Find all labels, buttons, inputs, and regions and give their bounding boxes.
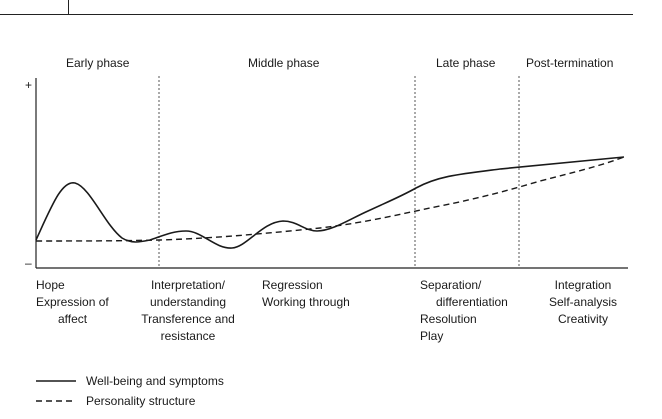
stage-early-line-2: Expression of: [36, 295, 109, 309]
stage-integration-line-3: Creativity: [557, 312, 608, 326]
stage-interpretation-line-1: Interpretation/: [150, 278, 226, 292]
axis-minus-label: –: [25, 256, 32, 270]
legend-solid-label: Well-being and symptoms: [86, 374, 224, 388]
header-rule: [0, 0, 633, 15]
stage-interpretation-line-3: Transference and: [141, 312, 235, 326]
stage-separation-line-2: differentiation: [436, 295, 508, 309]
stage-regression-line-1: Regression: [262, 278, 323, 292]
legend-dashed-label: Personality structure: [86, 394, 196, 408]
stage-early-line-3: affect: [58, 312, 88, 326]
phase-label-early: Early phase: [66, 56, 130, 70]
phase-label-post: Post-termination: [526, 56, 614, 70]
stage-interpretation-line-4: resistance: [160, 329, 216, 343]
phase-label-late: Late phase: [436, 56, 496, 70]
stage-integration-line-2: Self-analysis: [548, 295, 618, 309]
phase-label-middle: Middle phase: [248, 56, 320, 70]
stage-interpretation-line-2: understanding: [149, 295, 227, 309]
stage-separation-line-1: Separation/: [420, 278, 482, 292]
stage-regression-line-2: Working through: [262, 295, 350, 309]
well-being-curve: [35, 156, 625, 249]
stage-integration-line-1: Integration: [554, 278, 612, 292]
header-divider: [68, 0, 69, 14]
axis-plus-label: +: [25, 78, 33, 92]
stage-early-line-1: Hope: [36, 278, 65, 292]
stage-separation-line-3: Resolution: [420, 312, 477, 326]
stage-separation-line-4: Play: [420, 329, 444, 343]
